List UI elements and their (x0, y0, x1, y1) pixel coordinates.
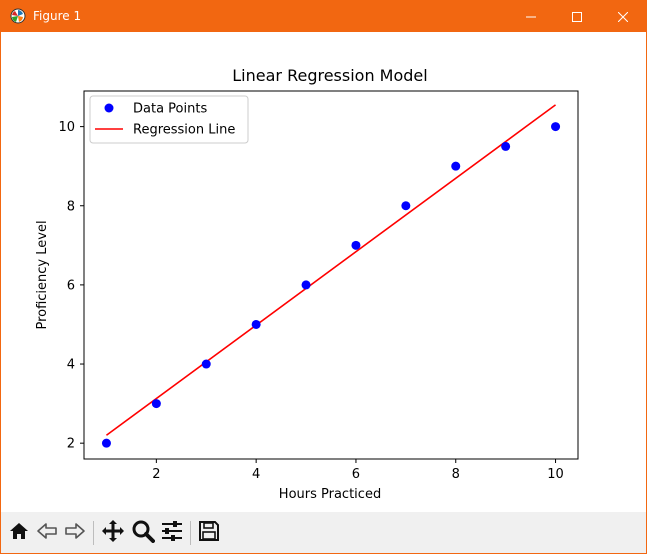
back-arrow-icon (36, 520, 58, 546)
legend-marker-points (104, 103, 114, 113)
maximize-icon (572, 11, 582, 22)
y-tick-label: 4 (67, 358, 75, 373)
y-tick-label: 6 (67, 278, 75, 293)
maximize-button[interactable] (554, 1, 600, 32)
close-button[interactable] (600, 1, 646, 32)
minimize-icon (526, 12, 536, 22)
legend-label-line: Regression Line (133, 123, 235, 138)
home-button[interactable] (6, 520, 32, 546)
figure-canvas[interactable]: Linear Regression Model 2 4 6 8 10 2 4 6 8 10 Ho… (1, 32, 646, 512)
forward-arrow-icon (64, 520, 86, 546)
x-axis-label: Hours Practiced (279, 487, 381, 502)
data-point (451, 161, 461, 171)
data-point (401, 201, 411, 211)
y-axis-label: Proficiency Level (35, 220, 50, 329)
close-icon (618, 11, 628, 22)
window-title: Figure 1 (33, 9, 82, 23)
pan-button[interactable] (100, 520, 126, 546)
data-point (301, 280, 311, 290)
plot-area (83, 90, 579, 460)
legend-box (89, 95, 249, 144)
zoom-icon (131, 519, 155, 547)
legend: Data Points Regression Line (89, 95, 249, 144)
x-tick-label: 10 (547, 467, 564, 482)
x-tick-label: 2 (152, 467, 160, 482)
navigation-toolbar (1, 512, 646, 553)
x-tick-label: 8 (452, 467, 460, 482)
data-point (251, 319, 261, 329)
minimize-button[interactable] (508, 1, 554, 32)
data-point (501, 141, 511, 151)
toolbar-separator (93, 521, 94, 545)
zoom-button[interactable] (130, 520, 156, 546)
data-point (201, 359, 211, 369)
y-axis: 2 4 6 8 10 (58, 120, 84, 452)
series-layer (101, 104, 561, 448)
y-tick-label: 10 (58, 120, 75, 135)
back-button[interactable] (34, 520, 60, 546)
x-axis: 2 4 6 8 10 (152, 459, 564, 482)
chart-title: Linear Regression Model (232, 66, 427, 85)
y-tick-label: 8 (67, 199, 75, 214)
configure-subplots-icon (160, 519, 184, 547)
save-icon (198, 520, 220, 546)
regression-line (105, 104, 557, 436)
legend-label-points: Data Points (133, 102, 207, 117)
matplotlib-logo-icon (10, 8, 26, 24)
forward-button[interactable] (62, 520, 88, 546)
data-point (101, 438, 111, 448)
data-point (351, 240, 361, 250)
chart: Linear Regression Model 2 4 6 8 10 2 4 6 8 10 Ho… (35, 66, 579, 502)
home-icon (8, 520, 30, 546)
data-point (151, 399, 161, 409)
configure-subplots-button[interactable] (159, 520, 185, 546)
x-tick-label: 6 (352, 467, 360, 482)
save-button[interactable] (196, 520, 222, 546)
title-bar[interactable]: Figure 1 (1, 1, 646, 32)
toolbar-separator (190, 521, 191, 545)
pan-icon (101, 519, 125, 547)
x-tick-label: 4 (252, 467, 260, 482)
data-point (551, 122, 561, 132)
y-tick-label: 2 (67, 437, 75, 452)
